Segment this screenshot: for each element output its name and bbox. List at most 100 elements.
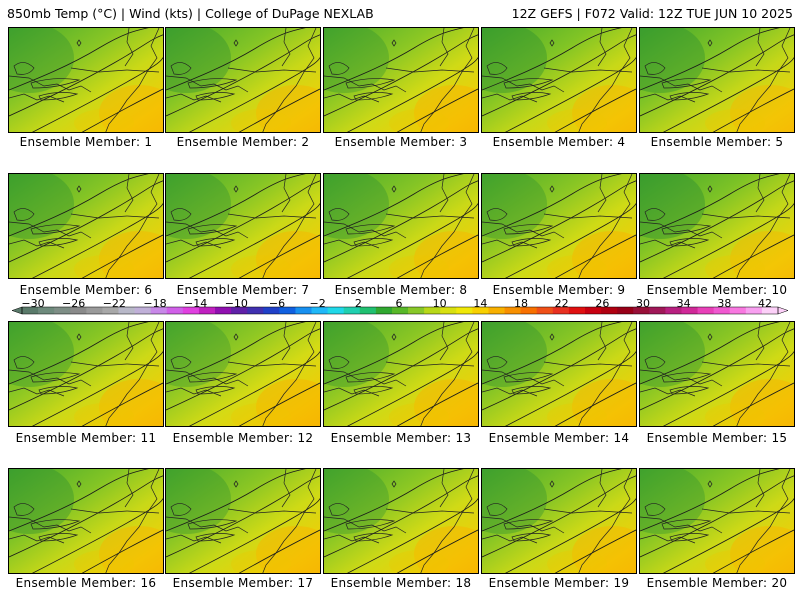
ensemble-map-panel xyxy=(481,321,637,427)
ensemble-map-panel xyxy=(8,321,164,427)
colorbar-segment xyxy=(552,307,570,314)
colorbar-segment xyxy=(568,307,586,314)
colorbar-segment xyxy=(697,307,715,314)
ensemble-map-panel xyxy=(323,173,479,279)
ensemble-member-label: Ensemble Member: 10 xyxy=(646,283,788,297)
colorbar-segment xyxy=(279,307,296,314)
colorbar-segment xyxy=(681,307,699,314)
colorbar-tick-label: 14 xyxy=(473,297,488,310)
colorbar-segment xyxy=(215,307,232,314)
colorbar-segment xyxy=(408,307,425,314)
colorbar-segment xyxy=(198,307,216,314)
colorbar-segment xyxy=(713,307,731,314)
colorbar-segment xyxy=(327,307,345,314)
colorbar-segment xyxy=(343,307,361,314)
colorbar-segment xyxy=(391,307,409,314)
ensemble-member-label: Ensemble Member: 3 xyxy=(334,135,468,149)
colorbar-tick-label: 26 xyxy=(595,297,610,310)
colorbar-segment xyxy=(729,307,747,314)
ensemble-member-label: Ensemble Member: 2 xyxy=(176,135,310,149)
temperature-map xyxy=(640,322,794,426)
colorbar-segment xyxy=(182,307,200,314)
colorbar-segment xyxy=(359,307,377,314)
colorbar-tick-label: −22 xyxy=(102,297,126,310)
colorbar-segment xyxy=(649,307,666,314)
colorbar-segment xyxy=(38,307,55,314)
temperature-map xyxy=(324,469,478,573)
colorbar-segment xyxy=(440,307,457,314)
colorbar-segment xyxy=(584,307,602,314)
ensemble-map-panel xyxy=(8,468,164,574)
temperature-map xyxy=(640,469,794,573)
colorbar-segment xyxy=(472,307,489,314)
temperature-map xyxy=(9,322,163,426)
ensemble-map-panel xyxy=(481,27,637,133)
colorbar-tick-label: 38 xyxy=(717,297,732,310)
colorbar-tick-label: −6 xyxy=(268,297,286,310)
colorbar-segment xyxy=(118,307,136,314)
temperature-map xyxy=(9,469,163,573)
colorbar-tick-label: 30 xyxy=(636,297,650,310)
colorbar-segment xyxy=(311,307,329,314)
ensemble-member-label: Ensemble Member: 1 xyxy=(19,135,153,149)
colorbar-segment xyxy=(231,307,248,314)
ensemble-map-panel xyxy=(639,27,795,133)
colorbar-segment xyxy=(633,307,650,314)
ensemble-member-label: Ensemble Member: 16 xyxy=(15,576,157,590)
temperature-map xyxy=(166,322,320,426)
ensemble-member-label: Ensemble Member: 8 xyxy=(334,283,468,297)
ensemble-member-label: Ensemble Member: 20 xyxy=(646,576,788,590)
temperature-map xyxy=(324,322,478,426)
ensemble-member-label: Ensemble Member: 18 xyxy=(330,576,472,590)
ensemble-map-panel xyxy=(165,321,321,427)
ensemble-member-label: Ensemble Member: 11 xyxy=(15,431,157,445)
colorbar-segment xyxy=(22,307,39,314)
colorbar-segment xyxy=(456,307,473,314)
colorbar-tick-label: 22 xyxy=(554,297,569,310)
ensemble-map-panel xyxy=(165,468,321,574)
ensemble-member-label: Ensemble Member: 12 xyxy=(172,431,314,445)
colorbar-segment xyxy=(536,307,554,314)
temperature-colorbar xyxy=(12,306,788,315)
ensemble-map-panel xyxy=(323,468,479,574)
ensemble-member-label: Ensemble Member: 4 xyxy=(492,135,626,149)
run-valid-time: 12Z GEFS | F072 Valid: 12Z TUE JUN 10 20… xyxy=(511,6,793,21)
ensemble-map-panel xyxy=(639,173,795,279)
colorbar-tick-label: −30 xyxy=(21,297,45,310)
temperature-map xyxy=(482,469,636,573)
colorbar-tick-label: −10 xyxy=(224,297,248,310)
ensemble-member-label: Ensemble Member: 17 xyxy=(172,576,314,590)
ensemble-map-panel xyxy=(481,173,637,279)
colorbar-tick-label: −26 xyxy=(62,297,86,310)
temperature-map xyxy=(166,174,320,278)
colorbar-segment xyxy=(745,307,763,314)
temperature-map xyxy=(166,469,320,573)
colorbar-segment xyxy=(504,307,522,314)
colorbar-segment xyxy=(54,307,71,314)
temperature-map xyxy=(640,174,794,278)
colorbar-tick-label: 10 xyxy=(432,297,447,310)
colorbar-tick-label: 42 xyxy=(758,297,772,310)
ensemble-map-panel xyxy=(639,468,795,574)
temperature-map xyxy=(9,174,163,278)
colorbar-segment xyxy=(102,307,120,314)
colorbar-tick-label: −2 xyxy=(309,297,326,310)
temperature-map xyxy=(324,174,478,278)
colorbar-segment xyxy=(424,307,441,314)
colorbar-tick-label: −18 xyxy=(143,297,167,310)
colorbar-segment xyxy=(70,307,87,314)
colorbar-segment xyxy=(263,307,280,314)
ensemble-map-panel xyxy=(165,27,321,133)
colorbar-segment xyxy=(601,307,618,314)
ensemble-member-label: Ensemble Member: 6 xyxy=(19,283,153,297)
ensemble-member-label: Ensemble Member: 15 xyxy=(646,431,788,445)
ensemble-member-label: Ensemble Member: 9 xyxy=(492,283,626,297)
temperature-map xyxy=(482,322,636,426)
colorbar-segment xyxy=(86,307,103,314)
colorbar-segment xyxy=(761,307,779,314)
ensemble-member-label: Ensemble Member: 13 xyxy=(330,431,472,445)
ensemble-member-label: Ensemble Member: 14 xyxy=(488,431,630,445)
temperature-map xyxy=(640,28,794,132)
colorbar-tick-label: 34 xyxy=(676,297,691,310)
colorbar-segment xyxy=(134,307,152,314)
